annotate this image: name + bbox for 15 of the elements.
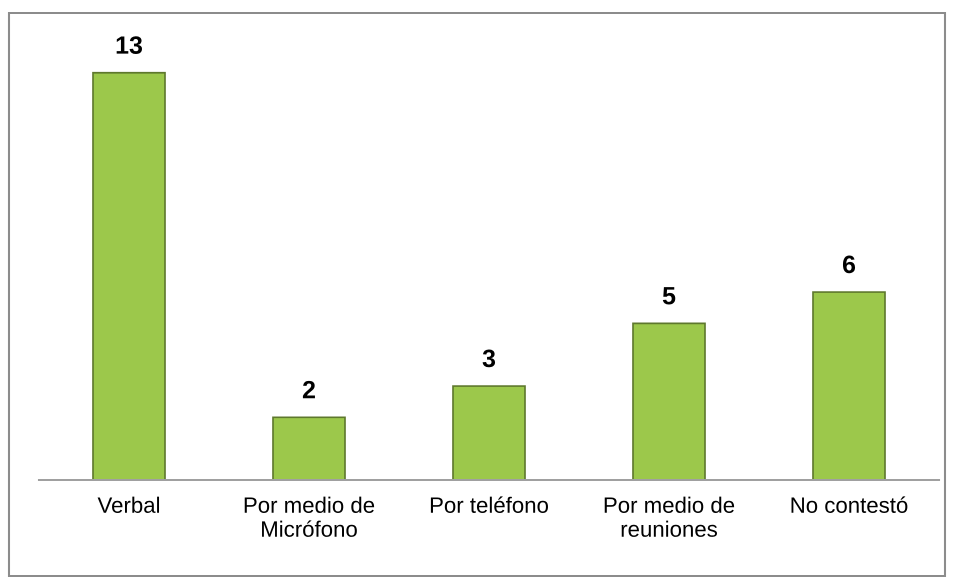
- bar: [632, 322, 706, 480]
- bar: [812, 291, 886, 480]
- bar: [272, 416, 346, 480]
- x-tick-label: Verbal: [98, 496, 160, 513]
- data-label: 5: [662, 287, 676, 305]
- x-tick-label: Por teléfono: [430, 496, 548, 513]
- x-tick-label: Por medio de Micrófono: [244, 496, 374, 537]
- data-label: 2: [302, 380, 315, 398]
- x-tick-label: Por medio de reuniones: [604, 496, 734, 537]
- bar: [452, 385, 526, 480]
- data-label: 6: [842, 256, 856, 274]
- x-tick-label: No contestó: [792, 496, 908, 513]
- data-label: 13: [116, 36, 142, 54]
- bar: [92, 72, 166, 480]
- data-label: 3: [482, 349, 496, 368]
